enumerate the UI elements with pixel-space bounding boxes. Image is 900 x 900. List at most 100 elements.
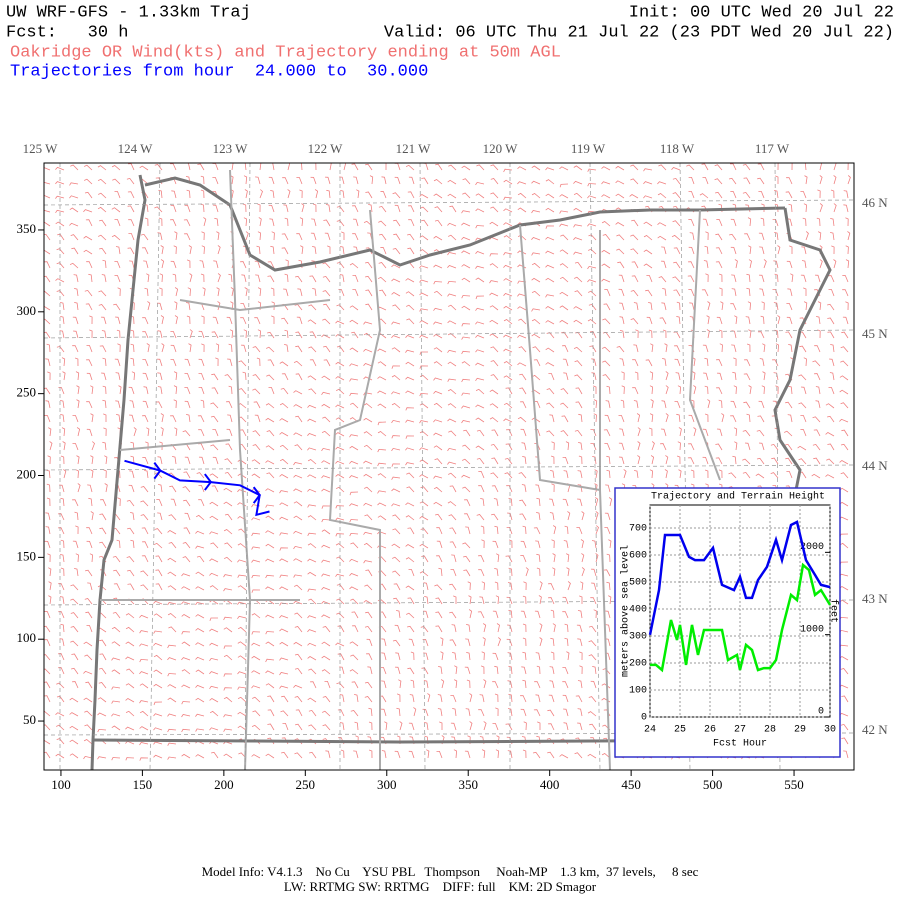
wind-barb [506,638,513,647]
wind-barb [743,359,751,367]
wind-barb [245,231,249,241]
wind-barb [210,444,219,451]
wind-barb [575,695,583,703]
wind-barb [535,694,541,703]
wind-barb [462,444,471,451]
wind-barb [720,301,724,311]
wind-barb [490,178,499,185]
wind-barb [560,402,569,409]
wind-barb [733,385,737,395]
wind-barb [587,183,597,187]
wind-barb [294,696,303,703]
wind-barb [102,259,107,269]
x-tick-label: 300 [377,777,397,792]
wind-barb [715,191,723,199]
wind-barb [279,615,289,619]
wind-barb [731,330,737,339]
wind-barb [252,374,261,381]
wind-barb [307,558,317,563]
wind-barb [539,581,543,591]
wind-barb [60,316,65,325]
wind-barb [552,623,556,633]
wind-barb [461,350,471,355]
wind-barb [577,708,583,717]
wind-barb [817,189,821,199]
wind-barb [237,711,247,717]
wind-barb [283,204,289,213]
y-tick-label: 700 [629,524,647,535]
wind-barb [237,543,247,549]
wind-barb [841,429,849,437]
wind-barb [103,427,107,437]
wind-barb [573,346,583,353]
wind-barb [847,163,849,171]
wind-barb [237,671,247,675]
wind-barb [181,657,191,661]
wind-barb [718,329,723,339]
wind-barb [167,673,177,677]
wind-barb [153,642,163,647]
trajectory [124,459,270,517]
wind-barb [201,343,205,353]
wind-barb [492,610,499,619]
wind-barb [577,722,583,731]
wind-barb [60,414,65,423]
wind-barb [777,163,779,171]
wind-barb [363,560,373,564]
wind-barb [201,245,205,255]
wind-barb [69,262,79,269]
wind-barb [825,403,835,409]
wind-barb [825,432,835,437]
wind-barb [254,317,261,325]
wind-barb [419,249,429,255]
wind-barb [531,252,541,256]
wind-barb [489,333,499,339]
wind-barb [154,206,163,213]
wind-barb [216,287,220,297]
wind-barb [786,316,793,325]
wind-barb [217,273,221,283]
wind-barb [340,749,345,759]
wind-barb [76,427,81,437]
wind-barb [141,527,149,535]
wind-barb [608,595,612,605]
wind-barb [349,319,359,325]
wind-barb [828,387,835,395]
wind-barb [377,361,387,367]
wind-barb [181,728,191,733]
wind-barb [70,640,79,647]
wind-barb [62,371,66,381]
wind-barb [757,415,765,423]
wind-barb [819,175,823,185]
wind-barb [90,413,94,423]
wind-barb [450,569,457,577]
wind-barb [266,472,275,479]
wind-barb [63,469,67,479]
wind-barb [195,601,205,606]
wind-barb [265,586,275,591]
wind-barb [103,469,107,479]
wind-barb [336,598,345,605]
wind-barb [125,641,135,647]
wind-barb [798,458,807,465]
wind-barb [198,330,205,339]
wind-barb [427,693,431,703]
wind-barb [307,656,317,661]
wind-barb [531,237,541,241]
wind-barb [196,555,205,563]
wind-barb [693,427,697,437]
wind-barb [704,385,709,395]
wind-barb [405,419,415,423]
wind-barb [98,682,107,689]
wind-barb [503,319,513,325]
wind-barb [351,611,359,619]
wind-barb [405,462,415,466]
wind-barb [209,572,219,577]
wind-barb [59,596,65,605]
wind-barb [224,471,233,479]
wind-barb [566,567,570,577]
wind-barb [447,349,457,353]
wind-barb [621,371,625,381]
wind-barb [630,178,639,185]
wind-barb [60,554,65,563]
